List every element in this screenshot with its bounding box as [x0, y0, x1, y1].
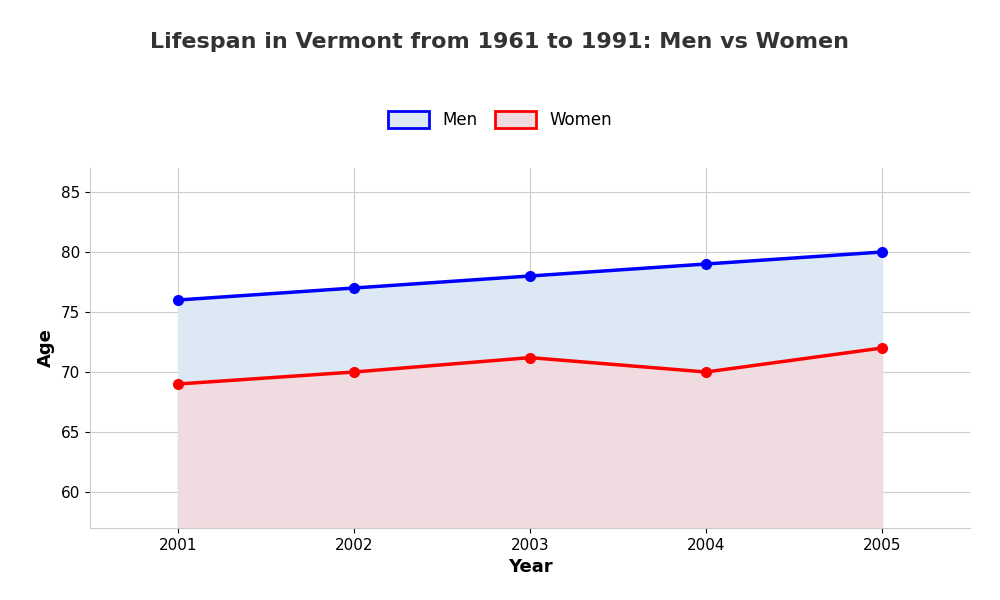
X-axis label: Year: Year	[508, 558, 552, 576]
Y-axis label: Age: Age	[37, 329, 55, 367]
Legend: Men, Women: Men, Women	[381, 104, 619, 136]
Text: Lifespan in Vermont from 1961 to 1991: Men vs Women: Lifespan in Vermont from 1961 to 1991: M…	[150, 32, 850, 52]
